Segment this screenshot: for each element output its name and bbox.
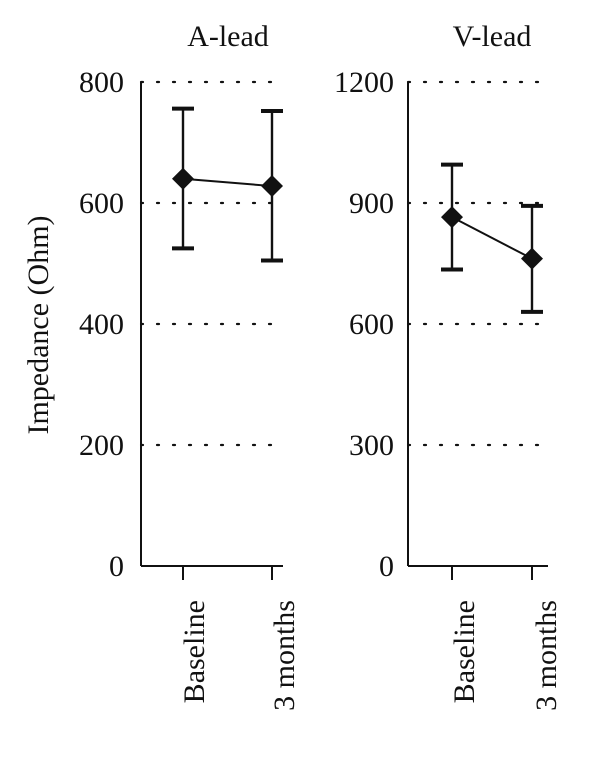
- y-tick-label: 0: [109, 550, 124, 583]
- panel-title: A-lead: [187, 20, 269, 53]
- y-tick-label: 300: [349, 429, 394, 462]
- x-category-label: Baseline: [448, 600, 481, 703]
- y-tick-label: 600: [79, 187, 124, 220]
- y-tick-label: 600: [349, 308, 394, 341]
- y-tick-label: 1200: [334, 66, 394, 99]
- panel-v-lead: V-lead 0 300 600 900 1200 Baseline 3 months: [334, 20, 563, 711]
- data-point-diamond: [261, 175, 283, 198]
- y-tick-label: 0: [379, 550, 394, 583]
- y-axis-label: Impedance (Ohm): [22, 215, 55, 434]
- data-point-diamond: [521, 247, 543, 270]
- y-tick-label: 900: [349, 187, 394, 220]
- y-tick-label: 200: [79, 429, 124, 462]
- panel-a-lead: A-lead 0 200 400 600 800 Baseline 3 months: [79, 20, 301, 711]
- data-point-diamond: [172, 167, 194, 190]
- panel-title: V-lead: [453, 20, 532, 53]
- series-line: [182, 177, 273, 188]
- y-tick-label: 800: [79, 66, 124, 99]
- x-category-label: Baseline: [178, 600, 211, 703]
- x-category-label: 3 months: [530, 600, 563, 711]
- series-line: [451, 216, 533, 260]
- data-point-diamond: [441, 206, 463, 229]
- y-tick-label: 400: [79, 308, 124, 341]
- x-category-label: 3 months: [268, 600, 301, 711]
